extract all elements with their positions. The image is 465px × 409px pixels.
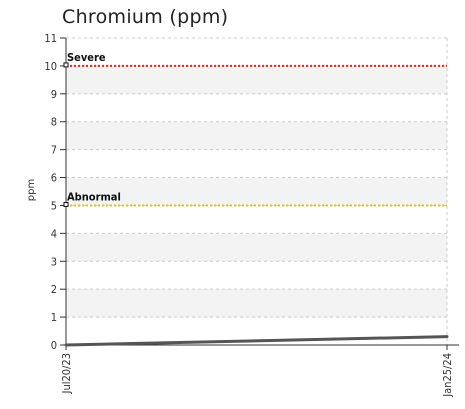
plot-band [66, 289, 447, 318]
y-tick-label: 7 [51, 144, 57, 157]
threshold-marker-abnormal [63, 201, 69, 207]
y-tick-label: 3 [51, 255, 57, 268]
threshold-marker-severe [63, 62, 69, 68]
data-point [445, 335, 449, 339]
y-axis-label: ppm [26, 179, 37, 201]
plot-band [66, 177, 447, 206]
y-tick-label: 9 [51, 88, 57, 101]
series-lines [64, 335, 449, 347]
chart-title: Chromium (ppm) [62, 6, 229, 28]
plot-bands [66, 65, 447, 318]
y-tick-label: 1 [51, 311, 57, 324]
y-tick-label: 6 [51, 172, 57, 185]
plot-band [66, 121, 447, 150]
y-tick-label: 0 [51, 339, 57, 352]
y-ticks: 0 1 2 3 4 5 6 7 8 9 10 11 [44, 32, 66, 352]
x-ticks: Jul20/23 Jan25/24 [60, 345, 454, 398]
x-tick-label: Jul20/23 [60, 353, 73, 394]
series-line [65, 335, 448, 347]
y-tick-label: 4 [51, 227, 57, 240]
threshold-label-abnormal: Abnormal [67, 190, 121, 203]
y-tick-label: 8 [51, 116, 57, 129]
threshold-lines: Severe Abnormal [63, 51, 447, 207]
plot-band [66, 65, 447, 94]
y-tick-label: 11 [44, 32, 57, 45]
data-point [64, 343, 68, 347]
plot-band [66, 233, 447, 262]
y-tick-label: 5 [51, 199, 57, 212]
y-tick-label: 10 [44, 60, 57, 73]
threshold-label-severe: Severe [67, 51, 106, 64]
y-tick-label: 2 [51, 283, 57, 296]
x-tick-label: Jan25/24 [441, 353, 454, 398]
